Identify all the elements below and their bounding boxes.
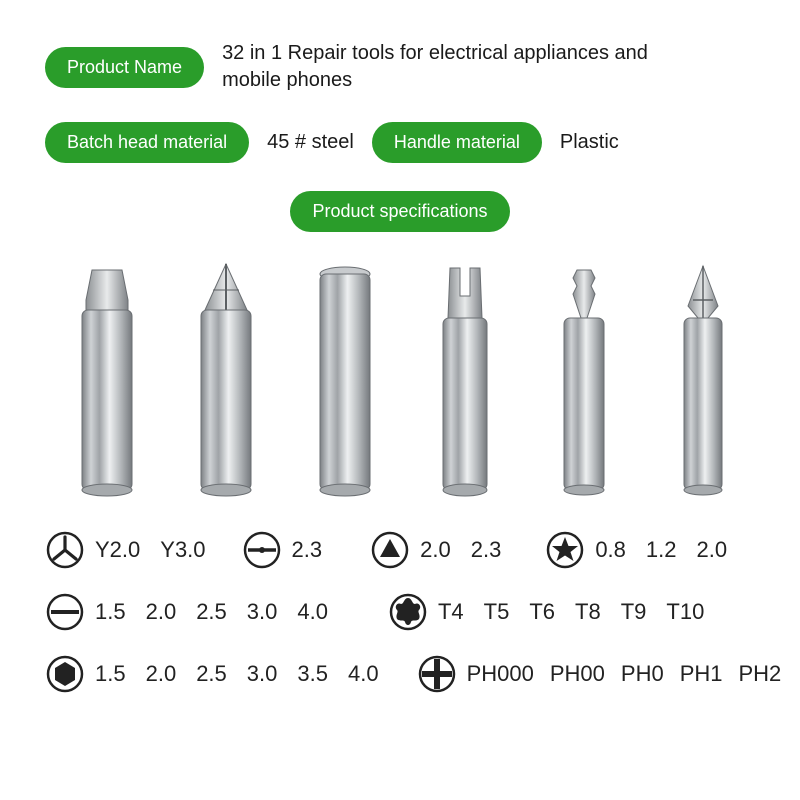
spec-val: PH00 [550, 661, 605, 687]
spec-row-3: 1.5 2.0 2.5 3.0 3.5 4.0 PH000 PH00 PH0 P… [45, 654, 755, 694]
spec-val: 2.3 [471, 537, 502, 563]
spec-val: 4.0 [348, 661, 379, 687]
bit-fork [431, 260, 499, 500]
spec-val: 4.0 [297, 599, 328, 625]
spec-val: T4 [438, 599, 464, 625]
spec-row-1: Y2.0 Y3.0 2.3 2.0 2.3 [45, 530, 755, 570]
spec-val: T5 [484, 599, 510, 625]
spec-val: 3.0 [247, 661, 278, 687]
spec-val: 1.2 [646, 537, 677, 563]
phillips-icon [417, 654, 457, 694]
pill-product-name: Product Name [45, 47, 204, 88]
bit-phillips [192, 260, 260, 500]
spec-val: 2.0 [146, 661, 177, 687]
spec-val: T9 [621, 599, 647, 625]
spec-val: PH000 [467, 661, 534, 687]
spec-star5: 0.8 1.2 2.0 [545, 530, 727, 570]
spec-val: T6 [529, 599, 555, 625]
handle-value: Plastic [560, 131, 619, 154]
batch-head-value: 45 # steel [267, 131, 354, 154]
spec-val: Y3.0 [160, 537, 205, 563]
spec-val: 3.0 [247, 599, 278, 625]
spec-phillips: PH000 PH00 PH0 PH1 PH2 [417, 654, 782, 694]
spec-val: Y2.0 [95, 537, 140, 563]
spec-torx: T4 T5 T6 T8 T9 T10 [388, 592, 704, 632]
spec-val: 2.0 [146, 599, 177, 625]
spec-hex: 1.5 2.0 2.5 3.0 3.5 4.0 [45, 654, 379, 694]
spec-val: 0.8 [595, 537, 626, 563]
row-materials: Batch head material 45 # steel Handle ma… [45, 122, 755, 163]
bit-blank [311, 260, 379, 500]
specs-table: Y2.0 Y3.0 2.3 2.0 2.3 [45, 530, 755, 694]
spec-val: T10 [666, 599, 704, 625]
bit-torx [550, 260, 618, 500]
pill-specs: Product specifications [290, 191, 509, 232]
pill-batch-head: Batch head material [45, 122, 249, 163]
spec-flat-dot: 2.3 [242, 530, 323, 570]
spec-val: 3.5 [297, 661, 328, 687]
row-spec-title: Product specifications [45, 191, 755, 232]
hex-icon [45, 654, 85, 694]
spec-triangle: 2.0 2.3 [370, 530, 501, 570]
spec-slot: 1.5 2.0 2.5 3.0 4.0 [45, 592, 328, 632]
spec-val: 2.3 [292, 537, 323, 563]
slot-icon [45, 592, 85, 632]
spec-val: 2.5 [196, 599, 227, 625]
spec-row-2: 1.5 2.0 2.5 3.0 4.0 T4 T5 T6 T8 T9 T10 [45, 592, 755, 632]
spec-val: 2.0 [420, 537, 451, 563]
triangle-icon [370, 530, 410, 570]
row-product-name: Product Name 32 in 1 Repair tools for el… [45, 40, 755, 94]
bit-tri [669, 260, 737, 500]
flat-dot-icon [242, 530, 282, 570]
spec-val: 1.5 [95, 599, 126, 625]
torx-icon [388, 592, 428, 632]
spec-val: 1.5 [95, 661, 126, 687]
bit-flat [73, 260, 141, 500]
spec-val: PH2 [738, 661, 781, 687]
star5-icon [545, 530, 585, 570]
tri-y-icon [45, 530, 85, 570]
spec-val: T8 [575, 599, 601, 625]
product-name-value: 32 in 1 Repair tools for electrical appl… [222, 40, 652, 94]
pill-handle: Handle material [372, 122, 542, 163]
spec-val: 2.0 [697, 537, 728, 563]
spec-val: PH0 [621, 661, 664, 687]
spec-val: PH1 [680, 661, 723, 687]
bits-illustration [45, 250, 755, 500]
spec-tri-y: Y2.0 Y3.0 [45, 530, 206, 570]
spec-val: 2.5 [196, 661, 227, 687]
